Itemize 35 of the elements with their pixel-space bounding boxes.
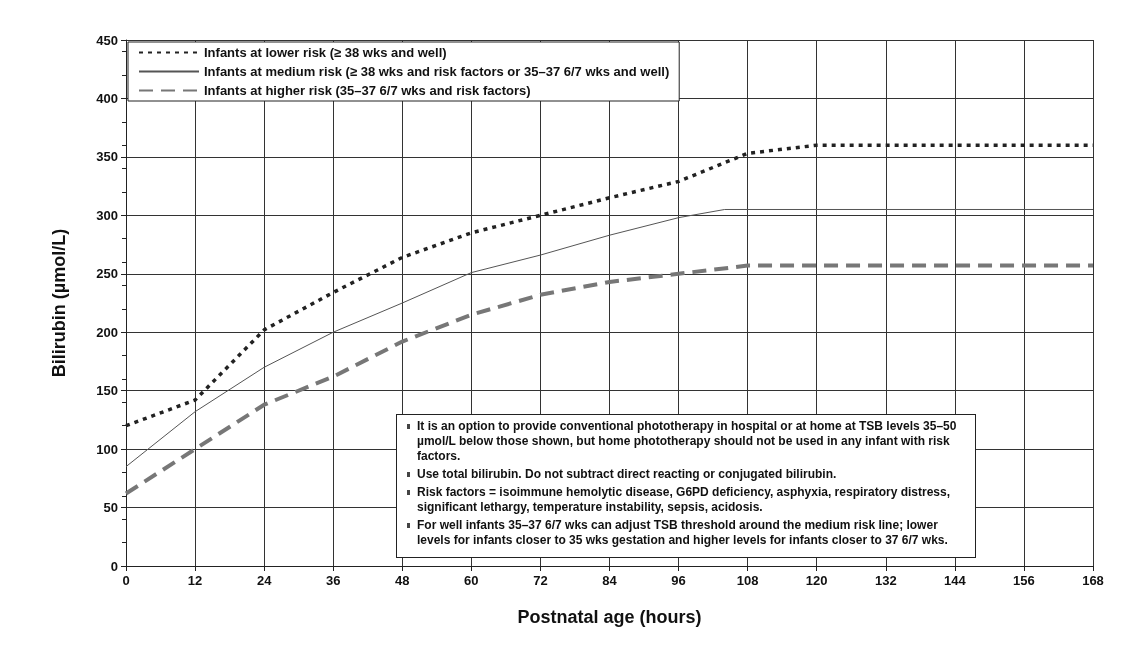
x-tick-label: 36 [325, 573, 341, 588]
x-tick-label: 144 [944, 573, 967, 588]
legend-label: Infants at lower risk (≥ 38 wks and well) [204, 45, 447, 60]
annotation: For well infants 35–37 6/7 wks can adjust TSB threshold around the medium risk line; lower levels for infants closer to 35 wks gestation and higher levels for infants closer to 37 6/7 wks. [417, 518, 948, 547]
x-tick-label: 168 [1082, 573, 1104, 588]
x-tick-label: 120 [805, 573, 828, 588]
x-tick-label: 48 [395, 573, 410, 588]
x-tick-label: 132 [874, 573, 897, 588]
y-tick-label: 350 [96, 149, 118, 165]
x-axis-title: Postnatal age (hours) [517, 607, 702, 627]
legend-label: Infants at higher risk (35–37 6/7 wks and risk factors) [204, 83, 531, 98]
y-tick-label: 200 [96, 324, 118, 340]
line-series [125, 208, 1094, 468]
annotation: Use total bilirubin. Do not subtract direct reacting or conjugated bilirubin. [417, 467, 837, 481]
y-tick-label: 50 [103, 500, 118, 516]
y-tick-label: 150 [96, 383, 118, 399]
annotation: It is an option to provide conventional phototherapy in hospital or at home at TSB levels 35–50 µmol/L below those shown, but home phototherapy should not be used in any infant with risk factors. [417, 419, 957, 463]
x-tick-label: 84 [602, 573, 618, 588]
y-axis-title: Bilirubin (µmol/L) [49, 228, 69, 378]
y-tick-label: 0 [110, 558, 118, 574]
x-tick-label: 156 [1013, 573, 1035, 588]
y-tick-label: 400 [96, 90, 118, 106]
legend-label: Infants at medium risk (≥ 38 wks and risk factors or 35–37 6/7 wks and well) [204, 64, 670, 79]
x-tick-label: 60 [464, 573, 479, 588]
x-tick-label: 108 [736, 573, 759, 588]
y-tick-label: 100 [96, 441, 118, 457]
x-tick-label: 72 [533, 573, 548, 588]
y-tick-label: 300 [96, 207, 118, 223]
x-tick-label: 0 [122, 573, 130, 588]
x-tick-label: 24 [256, 573, 273, 588]
y-tick-label: 250 [96, 266, 118, 282]
annotation: Risk factors = isoimmune hemolytic disease, G6PD deficiency, asphyxia, respiratory distress, significant lethargy, temperature instability, sepsis, acidosis. [417, 485, 951, 514]
x-tick-label: 12 [187, 573, 203, 588]
y-tick-label: 450 [96, 32, 118, 48]
x-tick-label: 96 [671, 573, 686, 588]
